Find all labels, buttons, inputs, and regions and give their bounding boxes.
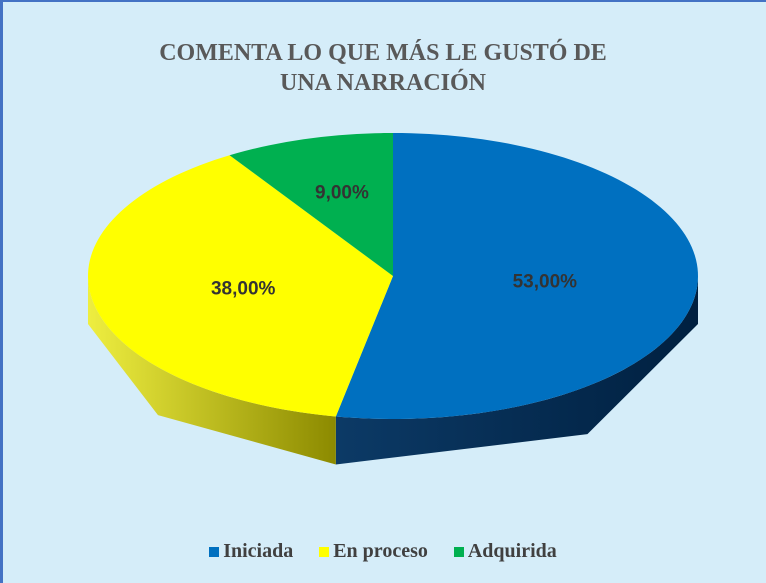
legend-swatch [319, 546, 330, 557]
legend-label: Adquirida [467, 540, 557, 562]
legend-swatch [209, 546, 220, 557]
slice [335, 133, 698, 419]
data-label: 38,00% [211, 278, 276, 299]
slice-side [88, 276, 336, 465]
legend-item: Iniciada [209, 540, 293, 563]
slice [229, 133, 393, 276]
legend-label: Iniciada [223, 540, 294, 562]
legend-swatch [453, 546, 464, 557]
data-label: 9,00% [315, 183, 369, 204]
slice [88, 155, 393, 417]
legend-item: Adquirida [453, 540, 557, 563]
data-label: 53,00% [513, 272, 578, 293]
slice-side [335, 276, 698, 465]
legend: Iniciada En proceso Adquirida [0, 540, 766, 563]
legend-label: En proceso [333, 540, 428, 562]
legend-item: En proceso [319, 540, 428, 563]
chart-title: COMENTA LO QUE MÁS LE GUSTÓ DE UNA NARRA… [159, 40, 607, 96]
